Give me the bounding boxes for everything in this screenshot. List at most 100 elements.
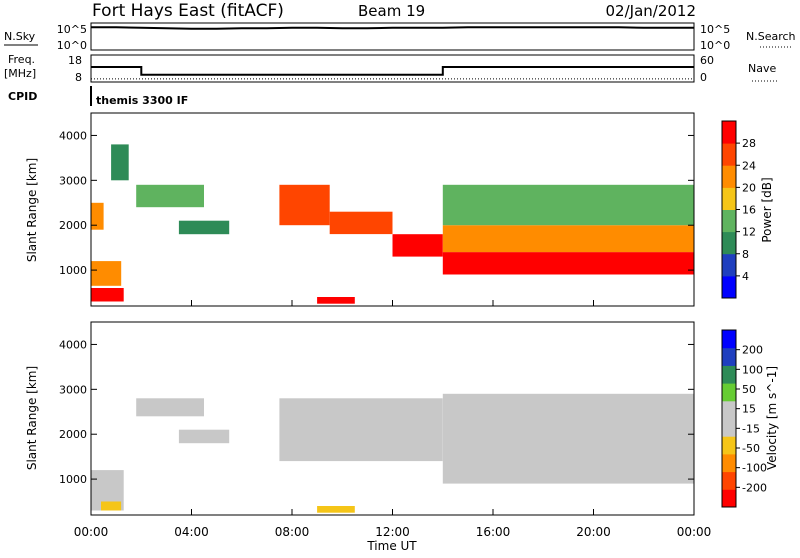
- x-tick-label: 00:00: [677, 525, 712, 539]
- colorbar-swatch: [722, 347, 736, 366]
- colorbar-tick-label: -200: [742, 481, 767, 494]
- station-title: Fort Hays East (fitACF): [92, 1, 284, 21]
- colorbar-tick-label: 8: [742, 248, 749, 261]
- colorbar-tick-label: -50: [742, 442, 760, 455]
- heatmap-cell: [178, 220, 230, 235]
- power-panel: 1000 2000 3000 4000 Slant Range [km] 28 24 20…: [25, 112, 774, 307]
- y-tick-label: 4000: [59, 129, 87, 142]
- y-tick-label: 1000: [59, 473, 87, 486]
- cpid-text: themis 3300 IF: [96, 94, 188, 107]
- frequency-right-label: Nave: [748, 62, 776, 75]
- power-heatmap-cells: [91, 144, 695, 304]
- time-axis-label: Time UT: [366, 539, 417, 553]
- time-axis-ticks: 00:00 04:00 08:00 12:00 16:00 20:00 00:00: [74, 300, 712, 539]
- y-tick-label: 3000: [59, 174, 87, 187]
- colorbar-swatch: [722, 471, 736, 490]
- frequency-right-tick-bottom: 0: [700, 71, 707, 84]
- cpid-label: CPID: [8, 90, 37, 103]
- colorbar-tick-label: 200: [742, 344, 763, 357]
- colorbar-tick-label: 28: [742, 137, 756, 150]
- colorbar-tick-label: 16: [742, 204, 756, 217]
- colorbar-tick-label: 4: [742, 270, 749, 283]
- noise-left-tick-bottom: 10^0: [57, 39, 87, 52]
- colorbar-swatch: [722, 400, 736, 419]
- colorbar-swatch: [722, 383, 736, 402]
- colorbar-swatch: [722, 165, 736, 188]
- heatmap-cell: [136, 184, 204, 208]
- noise-left-tick-top: 10^5: [57, 23, 87, 36]
- colorbar-tick-label: 20: [742, 181, 756, 194]
- y-tick-label: 2000: [59, 219, 87, 232]
- heatmap-cell: [279, 184, 330, 226]
- velocity-y-ticks: 1000 2000 3000 4000: [59, 338, 694, 486]
- noise-left-label: N.Sky: [4, 30, 36, 43]
- colorbar-swatch: [722, 231, 736, 255]
- x-tick-label: 16:00: [476, 525, 511, 539]
- power-colorbar: 28 24 20 16 12 8 4: [721, 120, 756, 299]
- noise-right-tick-bottom: 10^0: [700, 39, 730, 52]
- frequency-left-label: Freq.: [8, 53, 35, 66]
- heatmap-cell: [329, 211, 393, 235]
- colorbar-tick-label: -100: [742, 462, 767, 475]
- colorbar-swatch: [722, 365, 736, 384]
- velocity-y-axis-label: Slant Range [km]: [25, 366, 39, 470]
- noise-right-tick-top: 10^5: [700, 23, 730, 36]
- power-y-ticks: 1000 2000 3000 4000: [59, 129, 694, 277]
- frequency-left-unit: [MHz]: [4, 67, 36, 80]
- colorbar-tick-label: 24: [742, 159, 756, 172]
- heatmap-cell: [178, 429, 230, 444]
- velocity-panel: 1000 2000 3000 4000 Slant Range [km] 200 100…: [25, 321, 779, 516]
- heatmap-cell: [317, 506, 355, 513]
- y-tick-label: 4000: [59, 338, 87, 351]
- colorbar-swatch: [722, 143, 736, 166]
- heatmap-cell: [111, 144, 129, 181]
- heatmap-cell: [442, 225, 695, 253]
- velocity-heatmap-cells: [91, 393, 695, 513]
- velocity-colorbar: 200 100 50 15 -15 -50 -100 -200: [721, 329, 767, 508]
- colorbar-tick-label: 100: [742, 363, 763, 376]
- power-y-axis-label: Slant Range [km]: [25, 158, 39, 262]
- colorbar-swatch: [722, 453, 736, 473]
- y-tick-label: 1000: [59, 264, 87, 277]
- heatmap-cell: [136, 398, 204, 417]
- velocity-colorbar-label: Velocity [m s^-1]: [765, 366, 779, 470]
- x-tick-label: 12:00: [375, 525, 410, 539]
- heatmap-cell: [91, 261, 122, 286]
- heatmap-cell: [279, 398, 443, 462]
- heatmap-cell: [317, 297, 355, 304]
- heatmap-cell: [442, 184, 695, 226]
- heatmap-cell: [442, 252, 695, 275]
- colorbar-swatch: [722, 436, 736, 455]
- frequency-left-tick-bottom: 8: [75, 71, 82, 84]
- colorbar-swatch: [722, 253, 736, 277]
- beam-title: Beam 19: [358, 2, 425, 20]
- x-tick-label: 08:00: [275, 525, 310, 539]
- colorbar-swatch: [722, 121, 736, 144]
- x-tick-label: 04:00: [174, 525, 209, 539]
- heatmap-cell: [392, 234, 443, 257]
- noise-series-line: [91, 26, 694, 30]
- noise-panel-frame: [90, 22, 695, 51]
- y-tick-label: 2000: [59, 428, 87, 441]
- colorbar-swatch: [722, 209, 736, 233]
- x-tick-label: 20:00: [576, 525, 611, 539]
- frequency-right-tick-top: 60: [700, 54, 714, 67]
- frequency-panel-frame: [90, 54, 695, 83]
- colorbar-tick-label: 15: [742, 403, 756, 416]
- colorbar-swatch: [722, 330, 736, 349]
- colorbar-tick-label: 50: [742, 383, 756, 396]
- x-tick-label: 00:00: [74, 525, 109, 539]
- colorbar-swatch: [722, 418, 736, 437]
- date-title: 02/Jan/2012: [606, 2, 697, 20]
- frequency-series-line: [91, 66, 694, 76]
- colorbar-swatch: [722, 489, 736, 508]
- heatmap-cell: [91, 202, 104, 230]
- noise-right-label: N.Search: [746, 30, 796, 43]
- noise-panel: N.Sky 10^5 10^0 10^5 10^0 N.Search: [4, 22, 796, 52]
- heatmap-cell: [91, 288, 124, 302]
- heatmap-cell: [442, 393, 695, 484]
- y-tick-label: 3000: [59, 383, 87, 396]
- colorbar-swatch: [722, 275, 736, 299]
